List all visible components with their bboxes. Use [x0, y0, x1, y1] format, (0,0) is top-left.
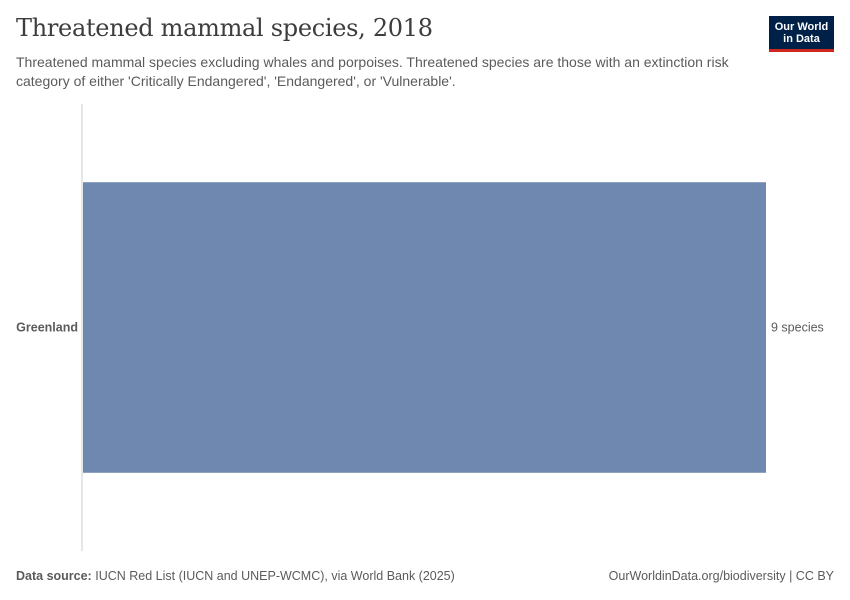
chart-title: Threatened mammal species, 2018: [16, 14, 433, 42]
bar-greenland[interactable]: [83, 182, 766, 473]
logo-line-2: in Data: [783, 33, 820, 45]
logo-line-1: Our World: [774, 21, 829, 33]
category-label: Greenland: [16, 321, 78, 335]
data-source: Data source: IUCN Red List (IUCN and UNE…: [16, 569, 455, 583]
data-source-text: IUCN Red List (IUCN and UNEP-WCMC), via …: [95, 569, 455, 583]
data-source-label: Data source:: [16, 569, 92, 583]
source-link[interactable]: OurWorldinData.org/biodiversity | CC BY: [608, 569, 834, 583]
chart-subtitle: Threatened mammal species excluding whal…: [16, 54, 729, 89]
value-label: 9 species: [771, 321, 824, 335]
owid-logo[interactable]: Our World in Data: [769, 16, 834, 52]
